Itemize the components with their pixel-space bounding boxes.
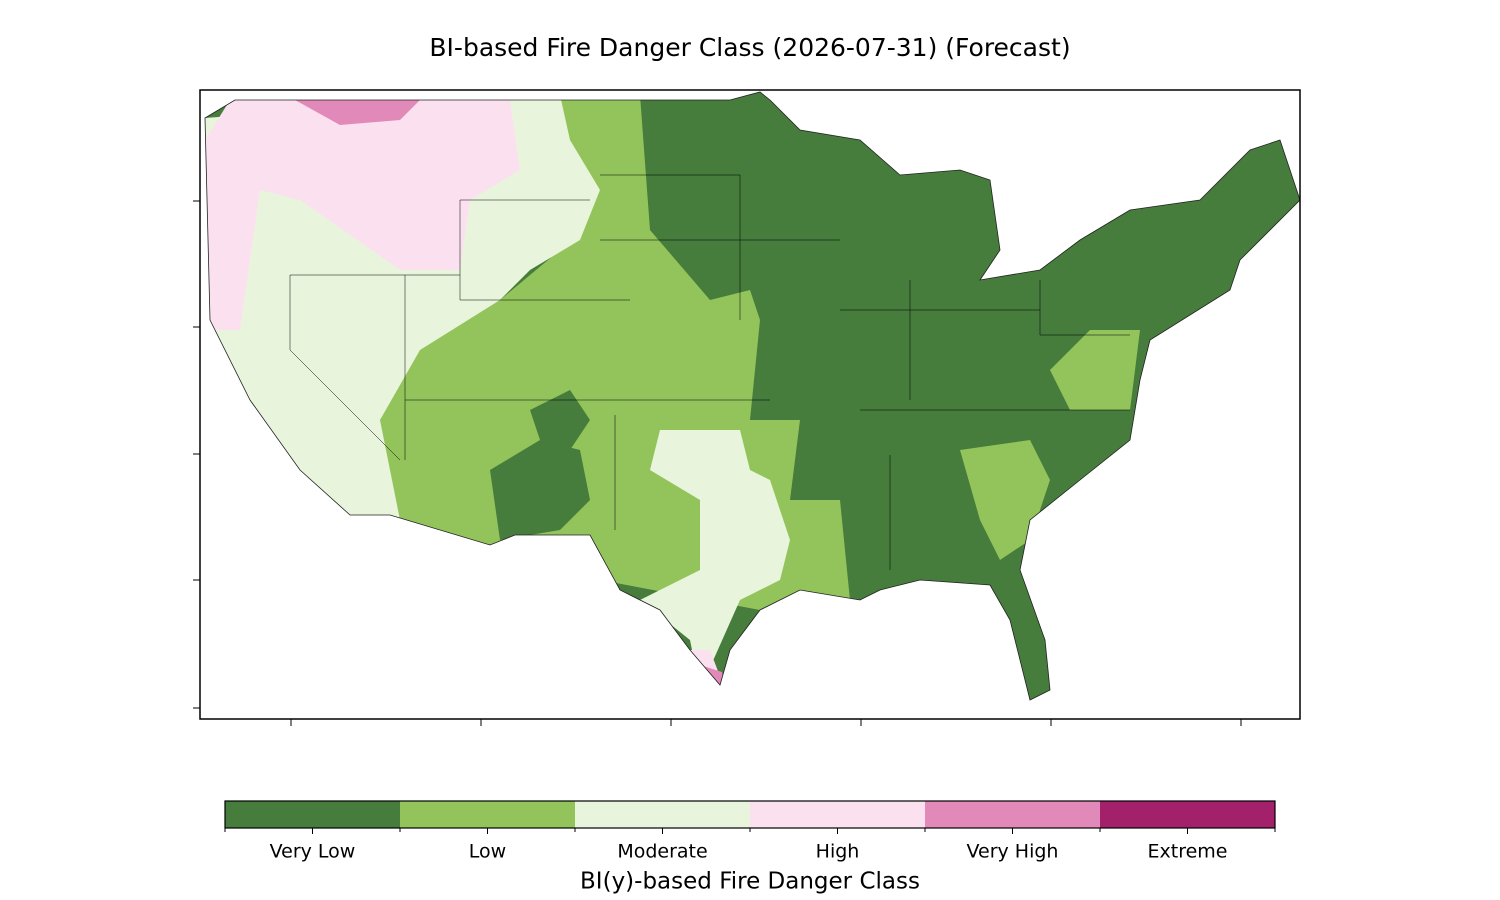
colorbar-swatch (1100, 801, 1275, 828)
region (1050, 330, 1140, 410)
map-frame (199, 89, 1301, 720)
map-title: BI-based Fire Danger Class (2026-07-31) … (429, 33, 1070, 62)
colorbar-tick-label: Very High (967, 841, 1059, 863)
region (295, 100, 420, 125)
colorbar-tick-label: Low (469, 841, 506, 863)
axis-ticks (193, 200, 1242, 726)
colorbar-swatch (225, 801, 400, 828)
colorbar-tick-label: Moderate (617, 841, 707, 863)
region (960, 440, 1050, 560)
map-area (205, 92, 1300, 700)
colorbar-swatch (750, 801, 925, 828)
country-outline (204, 91, 1301, 701)
region (490, 440, 590, 540)
colorbar-swatch (925, 801, 1100, 828)
colorbar-tick-label: Very Low (270, 841, 356, 863)
colorbar-label: BI(y)-based Fire Danger Class (580, 869, 920, 895)
colorbar-swatch (400, 801, 575, 828)
region (530, 390, 590, 450)
colorbar-tick-label: Extreme (1148, 841, 1228, 863)
colorbar-swatch (575, 801, 750, 828)
colorbar-frame (224, 800, 1276, 829)
region (640, 430, 790, 690)
region (205, 100, 520, 330)
colorbar: Very Low Low Moderate High Very High Extreme (224, 800, 1276, 863)
state-lines (289, 174, 1130, 570)
colorbar-tick-label: High (816, 841, 860, 863)
